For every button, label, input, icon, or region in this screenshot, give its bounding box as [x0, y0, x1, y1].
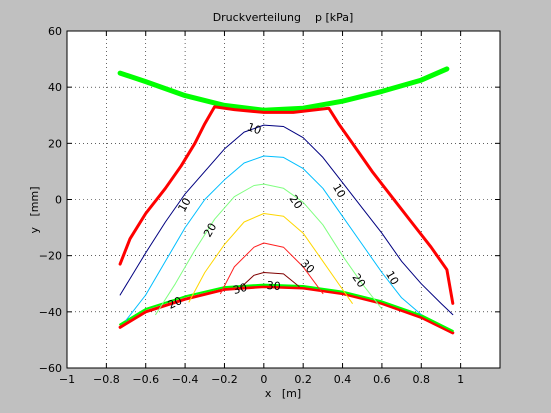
series-line-10	[239, 272, 300, 289]
contour-label: 10	[245, 120, 263, 137]
x-tick-label: 0.2	[294, 373, 312, 386]
series-group	[117, 66, 455, 335]
series-line-1	[117, 66, 450, 113]
series-line-9	[220, 242, 324, 295]
x-tick-label: 0.8	[413, 373, 431, 386]
y-tick-label: 0	[55, 194, 62, 207]
contour-label: 10	[383, 269, 401, 288]
x-tick-label: −0.8	[93, 373, 120, 386]
series-line-8	[188, 213, 353, 304]
x-tick-label: 1	[457, 373, 464, 386]
contour-label: 20	[166, 294, 184, 312]
series-line-7	[155, 183, 383, 316]
x-tick-label: −0.6	[132, 373, 159, 386]
y-tick-label: −20	[39, 250, 62, 263]
y-axis-label: y [mm]	[28, 186, 41, 233]
x-axis-label: x [m]	[265, 387, 301, 400]
series-line-4	[119, 283, 454, 332]
contour-label: 10	[330, 182, 348, 201]
contour-label: 20	[201, 221, 219, 240]
y-tick-label: −40	[39, 306, 62, 319]
x-tick-label: −0.2	[211, 373, 238, 386]
x-tick-label: −1	[59, 373, 75, 386]
y-tick-label: 40	[48, 81, 62, 94]
series-line-2	[118, 105, 455, 305]
contour-label: 10	[176, 196, 194, 215]
chart-title: Druckverteilung p [kPa]	[213, 11, 354, 24]
contour-label: 30	[266, 279, 281, 293]
grid	[66, 30, 500, 369]
y-tick-label: 60	[48, 25, 62, 38]
ticks: −1 −0.8 −0.6 −0.4 −0.2 0 0.2 0.4 0.6 0.8 1 −60 −40 −2…	[39, 25, 500, 386]
x-tick-label: 0.6	[373, 373, 391, 386]
x-tick-label: 0	[260, 373, 267, 386]
contour-label: 30	[232, 281, 249, 297]
x-tick-label: −0.4	[172, 373, 199, 386]
x-tick-label: 0.4	[334, 373, 352, 386]
series-line-6	[125, 155, 422, 321]
series-line-5	[119, 124, 454, 316]
y-tick-label: 20	[48, 137, 62, 150]
series-line-3	[118, 285, 455, 335]
y-tick-label: −60	[39, 362, 62, 375]
